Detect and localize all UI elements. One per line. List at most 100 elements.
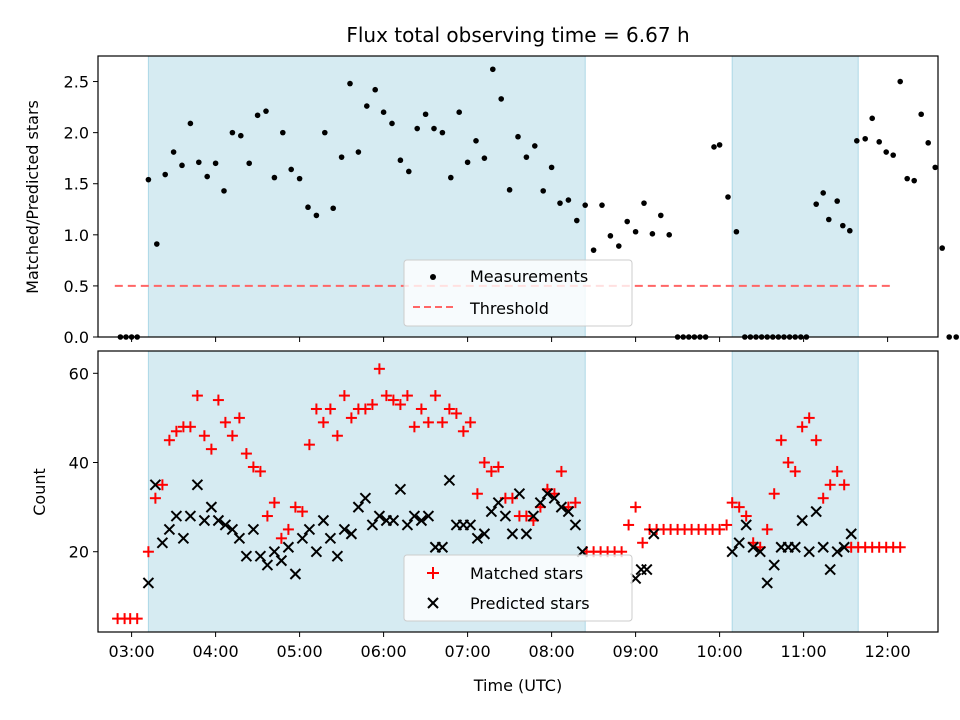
matched-stars-point xyxy=(796,421,808,433)
bottom-axes-frame xyxy=(97,350,939,633)
matched-stars-point xyxy=(429,390,441,402)
measurement-point xyxy=(179,162,185,169)
measurement-point xyxy=(883,149,889,155)
matched-stars-point xyxy=(261,510,273,522)
measurement-point xyxy=(254,112,261,119)
measurement-point xyxy=(876,139,882,145)
predicted-stars-point xyxy=(163,523,176,536)
predicted-stars-point xyxy=(740,519,752,531)
measurement-point xyxy=(557,200,563,206)
measurement-point xyxy=(263,108,269,114)
predicted-stars-point xyxy=(373,510,386,522)
matched-stars-point xyxy=(156,479,168,491)
measurement-point xyxy=(246,160,252,167)
bottom-panel: 20 40 60 03:00 04:00 05:00 06:00 07:00 08:00 09:… xyxy=(30,350,939,695)
predicted-stars-point xyxy=(527,510,540,522)
matched-stars-point xyxy=(331,430,343,442)
measurement-point xyxy=(565,197,572,203)
bottom-x-ticks: 03:00 04:00 05:00 06:00 07:00 08:00 09:00 10:00… xyxy=(109,632,911,661)
measurement-point xyxy=(498,96,505,102)
predicted-stars-point xyxy=(824,563,836,576)
predicted-stars-legend-label: Predicted stars xyxy=(470,594,590,613)
matched-stars-point xyxy=(247,461,259,473)
measurement-point xyxy=(322,129,328,136)
matched-stars-point xyxy=(471,488,483,500)
measurement-point xyxy=(238,132,244,139)
measurement-point xyxy=(840,222,846,229)
measurement-point xyxy=(939,245,945,251)
matched-stars-point xyxy=(492,461,504,473)
predicted-stars-point xyxy=(436,541,449,553)
predicted-stars-point xyxy=(733,537,745,549)
measurement-point xyxy=(305,204,311,211)
predicted-stars-point xyxy=(464,519,477,531)
predicted-stars-point xyxy=(648,528,660,540)
matched-stars-point xyxy=(817,492,829,504)
measurement-point xyxy=(212,160,219,167)
measurement-point xyxy=(890,152,896,158)
predicted-stars-point xyxy=(198,514,211,527)
predicted-stars-point xyxy=(796,514,808,527)
chart-title: Flux total observing time = 6.67 h xyxy=(346,23,689,47)
predicted-stars-point xyxy=(534,496,547,509)
measurement-point xyxy=(826,216,832,223)
measurement-point xyxy=(490,66,496,73)
matched-stars-point xyxy=(303,439,315,451)
matched-stars-point xyxy=(212,394,224,406)
measurement-point xyxy=(372,86,379,93)
measurement-point xyxy=(711,144,717,150)
predicted-stars-point xyxy=(422,510,435,522)
matched-stars-point xyxy=(768,488,780,500)
matched-stars-point xyxy=(373,363,385,375)
predicted-stars-point xyxy=(471,532,484,545)
predicted-stars-point xyxy=(191,479,204,491)
measurement-point xyxy=(820,190,826,196)
measurement-point xyxy=(280,129,286,136)
matched-stars-point xyxy=(289,501,301,513)
measurement-point xyxy=(406,168,412,175)
predicted-stars-point xyxy=(747,541,759,553)
matched-stars-point xyxy=(623,519,635,531)
matched-stars-point xyxy=(324,403,336,415)
predicted-stars-point xyxy=(226,523,239,536)
measurement-point xyxy=(422,111,429,118)
matched-stars-point xyxy=(630,501,642,513)
matched-stars-point xyxy=(254,465,266,477)
measurement-point xyxy=(448,174,454,181)
top-panel: 0.0 0.5 1.0 1.5 2.0 2.5 Flux total observing … xyxy=(23,23,959,347)
matched-stars-point xyxy=(184,421,196,433)
predicted-stars-point xyxy=(443,474,456,487)
measurement-point xyxy=(599,202,605,208)
predicted-stars-point xyxy=(831,546,843,558)
predicted-stars-point xyxy=(289,568,302,580)
predicted-stars-point xyxy=(641,563,653,576)
measurement-point xyxy=(473,138,479,144)
matched-stars-point xyxy=(338,390,350,402)
predicted-stars-point xyxy=(149,479,162,491)
predicted-stars-point xyxy=(268,546,281,558)
measurement-point xyxy=(813,201,819,207)
matched-stars-point xyxy=(131,613,143,625)
x-tick-label: 09:00 xyxy=(613,642,659,661)
predicted-stars-point xyxy=(761,577,773,589)
y-tick-label: 0.0 xyxy=(64,328,89,347)
measurement-point xyxy=(338,154,345,160)
measurement-point xyxy=(582,202,588,208)
measurement-point xyxy=(869,115,875,122)
measurement-point xyxy=(632,228,639,235)
measurement-point xyxy=(847,227,853,234)
measurement-point xyxy=(456,109,463,115)
matched-stars-point xyxy=(191,390,203,402)
measurement-point xyxy=(616,243,622,249)
measurement-point xyxy=(145,176,152,183)
measurement-point xyxy=(897,78,903,85)
measurement-point xyxy=(170,149,177,155)
predicted-stars-point xyxy=(478,528,491,540)
matched-stars-point xyxy=(422,416,434,428)
measurement-point xyxy=(574,217,580,224)
top-x-ticks xyxy=(131,337,889,342)
measurement-point xyxy=(624,218,630,225)
measurement-point xyxy=(296,175,303,182)
predicted-stars-point xyxy=(359,492,372,504)
matched-stars-point xyxy=(733,501,745,513)
